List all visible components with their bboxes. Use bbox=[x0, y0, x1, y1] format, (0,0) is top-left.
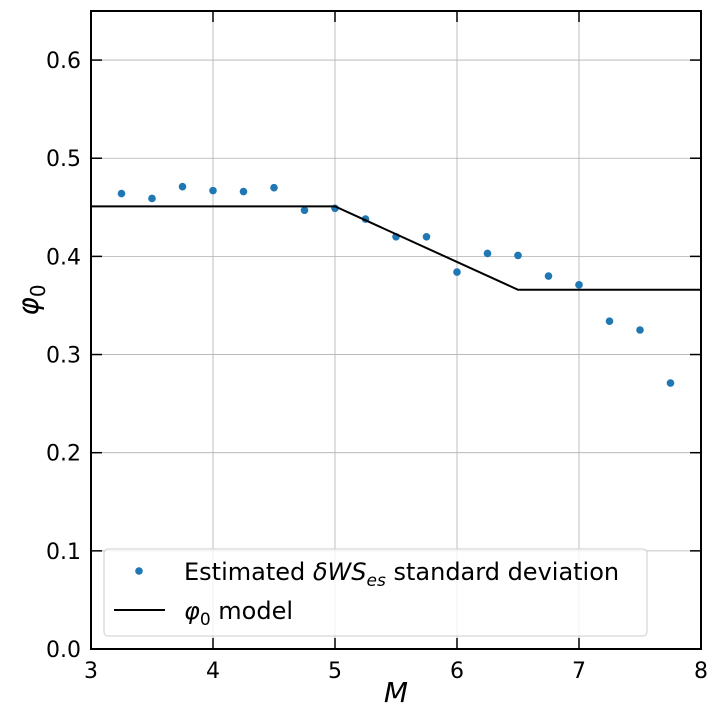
data-point bbox=[270, 183, 278, 192]
x-tick-label: 6 bbox=[450, 659, 464, 684]
x-tick-label: 7 bbox=[572, 659, 586, 684]
data-point bbox=[666, 379, 675, 387]
data-point bbox=[148, 194, 156, 203]
data-point bbox=[605, 317, 614, 325]
plot-frame bbox=[90, 10, 702, 650]
x-tick-label: 5 bbox=[328, 659, 342, 684]
data-point bbox=[178, 182, 187, 191]
data-point bbox=[483, 249, 492, 258]
x-axis-label: M bbox=[384, 676, 408, 709]
legend-marker-scatter bbox=[135, 567, 143, 575]
data-point bbox=[422, 232, 431, 241]
legend-label-line: φ0 model bbox=[184, 597, 293, 630]
ticks: 3 4 5 6 7 8 0.0 0.1 0.2 0.3 0.4 0.5 0.6 bbox=[46, 11, 708, 684]
legend-box bbox=[103, 548, 648, 637]
series-layer bbox=[91, 182, 701, 387]
y-tick-label: 0.3 bbox=[46, 344, 81, 369]
x-tick-label: 4 bbox=[206, 659, 220, 684]
x-tick-label: 8 bbox=[694, 659, 708, 684]
y-tick-label: 0.0 bbox=[46, 638, 81, 663]
y-tick-label: 0.4 bbox=[46, 245, 81, 270]
data-point bbox=[636, 326, 644, 334]
y-tick-label: 0.1 bbox=[46, 540, 81, 565]
model-line bbox=[91, 205, 701, 291]
y-tick-label: 0.2 bbox=[46, 442, 81, 467]
data-point bbox=[575, 281, 583, 289]
x-tick-label: 3 bbox=[84, 659, 98, 684]
grid bbox=[91, 11, 701, 649]
legend-label-scatter: Estimated δWSes standard deviation bbox=[184, 558, 619, 591]
data-point bbox=[300, 206, 309, 215]
data-point bbox=[544, 272, 553, 280]
data-point bbox=[117, 189, 126, 198]
legend: Estimated δWSes standard deviation φ0 mo… bbox=[103, 548, 648, 637]
y-tick-label: 0.5 bbox=[46, 147, 81, 172]
data-point bbox=[239, 187, 248, 196]
axes bbox=[90, 10, 702, 650]
data-point bbox=[514, 251, 522, 260]
y-axis-label: φ0 bbox=[12, 284, 50, 315]
data-point bbox=[453, 268, 461, 276]
data-point bbox=[209, 186, 217, 195]
y-tick-label: 0.6 bbox=[46, 49, 81, 74]
